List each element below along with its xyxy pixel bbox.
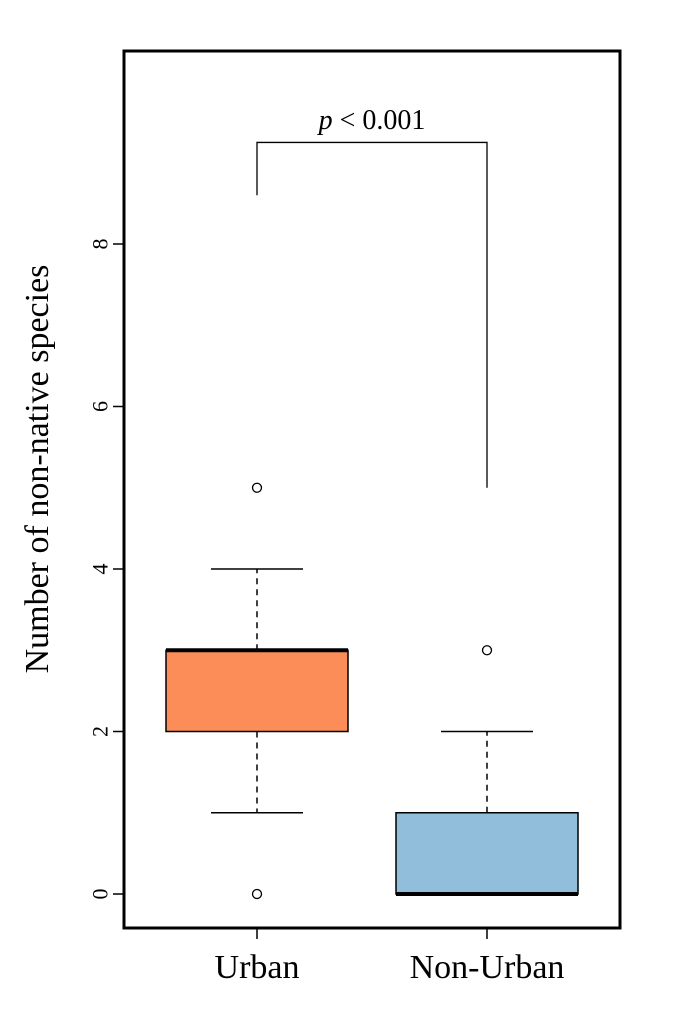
outlier-point xyxy=(251,888,263,900)
y-axis: 0 2 4 6 8 xyxy=(88,239,124,900)
outlier-point xyxy=(481,645,493,656)
p-value-text: < 0.001 xyxy=(333,105,426,136)
y-tick-label: 0 xyxy=(88,889,113,900)
box-urban xyxy=(165,482,349,900)
significance-label: p < 0.001 xyxy=(317,105,426,136)
y-axis-title: Number of non-native species xyxy=(19,265,56,674)
y-tick-label: 6 xyxy=(88,401,113,412)
plot-frame xyxy=(122,49,622,930)
box-iqr xyxy=(395,812,579,895)
x-category-label: Urban xyxy=(215,949,300,986)
y-tick-label: 2 xyxy=(88,726,113,737)
box-non-urban xyxy=(395,645,579,896)
y-tick-label: 8 xyxy=(88,239,113,250)
box-iqr xyxy=(165,649,349,733)
y-tick-label: 4 xyxy=(88,564,113,575)
box-group xyxy=(165,482,579,900)
x-axis: Urban Non-Urban xyxy=(215,928,565,986)
x-category-label: Non-Urban xyxy=(410,949,565,986)
significance-bracket xyxy=(256,141,488,488)
significance-annotation: p < 0.001 xyxy=(256,105,488,488)
p-symbol: p xyxy=(317,105,333,136)
outlier-point xyxy=(251,482,263,493)
